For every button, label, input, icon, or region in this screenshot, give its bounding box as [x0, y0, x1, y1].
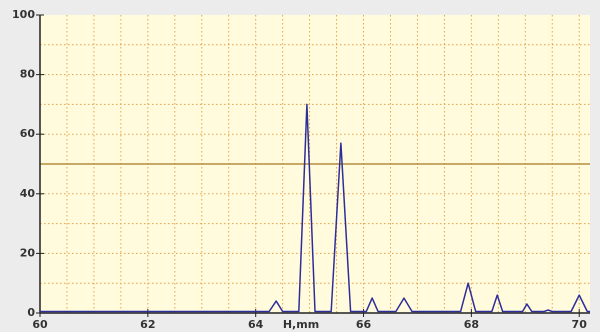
data-line — [40, 103, 590, 313]
x-tick-label: 70 — [572, 318, 588, 331]
y-tick-label: 0 — [27, 306, 35, 319]
y-tick-label: 100 — [12, 8, 35, 21]
y-tick-label: 60 — [20, 127, 36, 140]
y-tick-label: 40 — [20, 187, 36, 200]
x-tick-label: 68 — [464, 318, 479, 331]
x-tick-label: 62 — [140, 318, 155, 331]
y-tick-label: 20 — [20, 246, 36, 259]
x-tick-label: 66 — [356, 318, 372, 331]
x-tick-label: 64 — [248, 318, 264, 331]
x-axis-label: H,mm — [283, 318, 319, 331]
y-tick-label: 80 — [20, 68, 36, 81]
x-tick-label: 60 — [32, 318, 48, 331]
